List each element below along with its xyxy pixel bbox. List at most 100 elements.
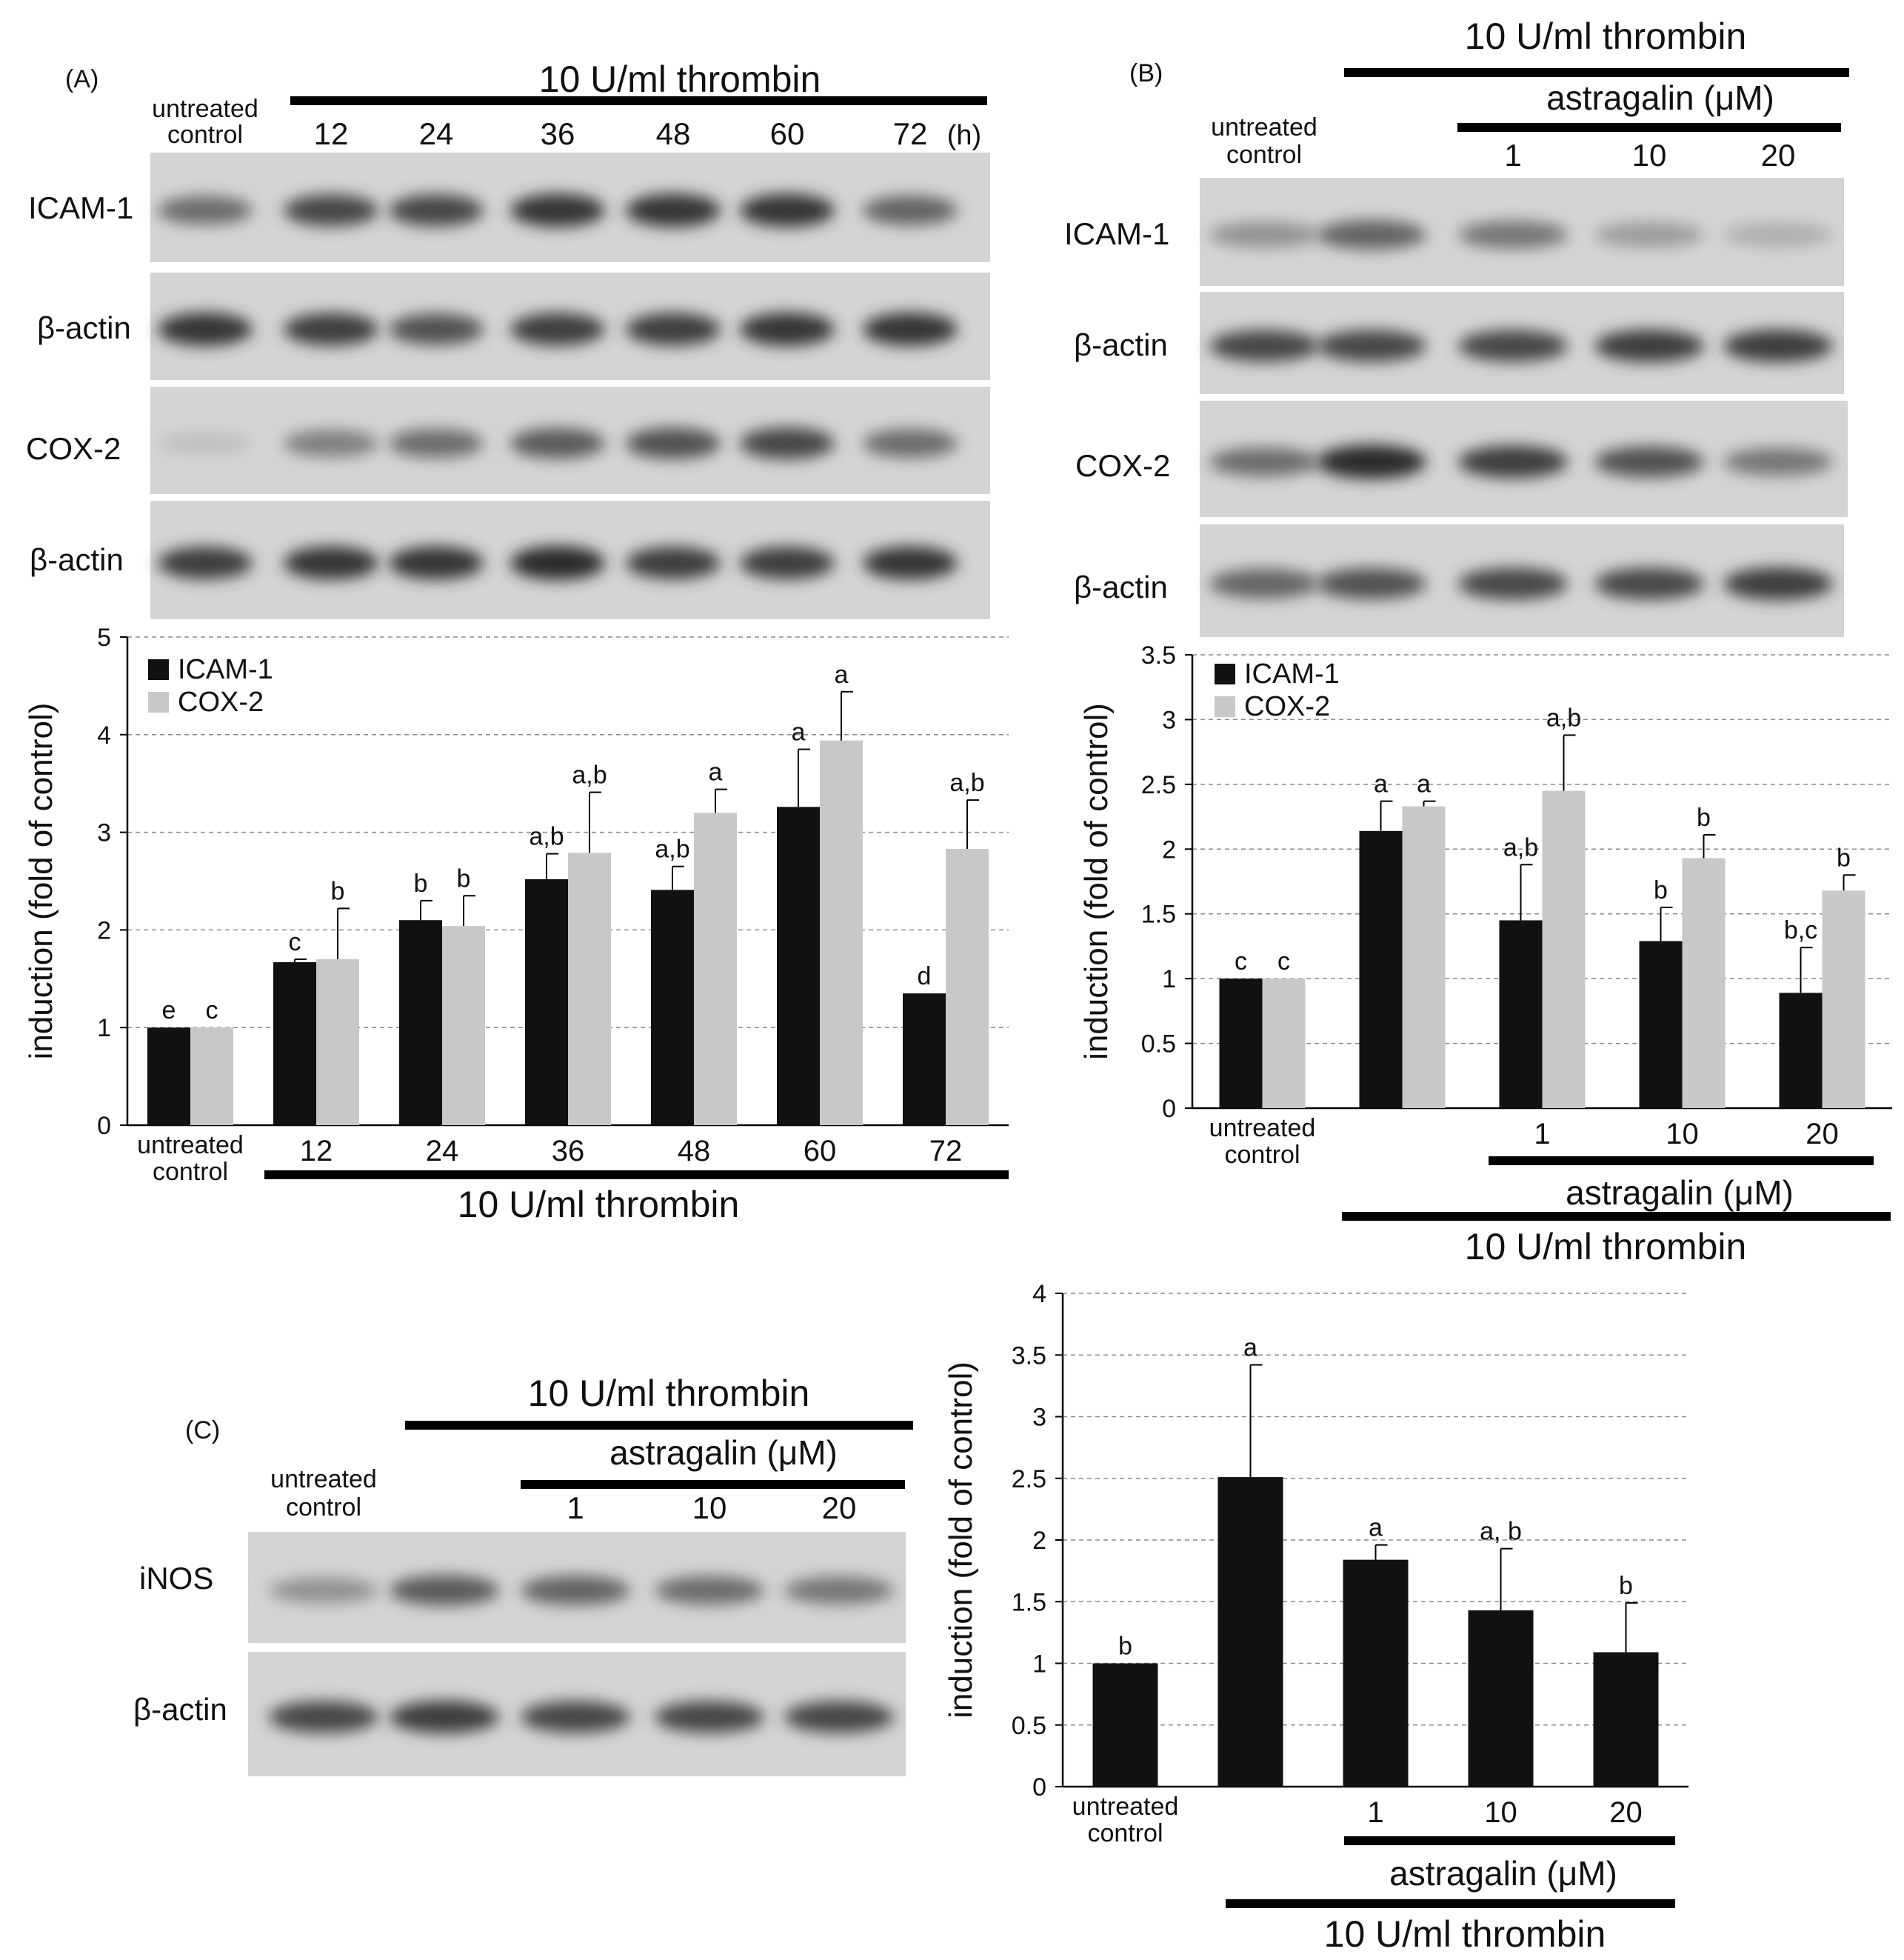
bar	[1639, 941, 1683, 1108]
blot-band	[740, 547, 835, 579]
significance-letter: b	[457, 864, 471, 893]
blot-band	[510, 193, 605, 227]
blot-band	[1209, 447, 1319, 476]
blot-band	[1209, 221, 1319, 248]
significance-letter: c	[1277, 947, 1290, 976]
panel-a-blot-icam1	[150, 153, 990, 262]
panel-a-chart-thrombin-caption: 10 U/ml thrombin	[458, 1184, 740, 1225]
bar	[1359, 830, 1403, 1108]
blot-band	[1723, 447, 1833, 476]
significance-letter: c	[289, 928, 301, 956]
blot-band	[389, 429, 484, 458]
panel-a-timepoint-labels: 12 24 36 48 60 72	[314, 116, 928, 151]
panel-c-dose-10: 10	[692, 1490, 727, 1525]
panel-b-dose-10: 10	[1632, 138, 1667, 173]
bar	[273, 961, 316, 1125]
legend-swatch	[148, 692, 169, 713]
significance-letter: a,b	[655, 836, 689, 864]
significance-letter: b,c	[1784, 916, 1817, 944]
panel-b-row-label-icam1: ICAM-1	[1064, 216, 1169, 251]
blot-band	[510, 546, 605, 580]
y-tick-label: 0	[97, 1112, 111, 1140]
blot-band	[1209, 330, 1319, 362]
panel-c-dose-1: 1	[567, 1490, 584, 1525]
panel-a-control-label-2: control	[167, 121, 243, 149]
y-tick-label: 3.5	[1141, 641, 1176, 670]
x-category-label: 1	[1534, 1118, 1550, 1150]
bar	[399, 920, 442, 1125]
bar	[777, 807, 820, 1125]
panel-c-label: (C)	[185, 1416, 220, 1444]
x-category-label: 10	[1666, 1118, 1699, 1150]
significance-letter: a	[1374, 770, 1388, 799]
y-axis-label: induction (fold of control)	[943, 1361, 979, 1719]
bar	[1262, 979, 1306, 1108]
bar	[1219, 979, 1263, 1108]
blot-band	[158, 547, 253, 579]
panel-a-time-36: 36	[541, 116, 575, 151]
panel-a-label: (A)	[65, 65, 98, 93]
blot-band	[389, 546, 484, 580]
x-category-label: control	[153, 1158, 228, 1186]
significance-letter: c	[206, 996, 218, 1024]
panel-c-control-label-2: control	[286, 1493, 361, 1521]
panel-a-time-48: 48	[656, 116, 691, 151]
panel-b-thrombin-title: 10 U/ml thrombin	[1465, 16, 1747, 57]
legend-label: COX-2	[178, 687, 264, 718]
significance-letter: a	[792, 719, 806, 747]
panel-b-blot-actin1	[1200, 292, 1844, 394]
bar	[1402, 806, 1446, 1108]
x-category-label: 10	[1484, 1796, 1517, 1829]
blot-band	[389, 313, 484, 345]
panel-a-chart-captions: 10 U/ml thrombin	[264, 1170, 1009, 1225]
panel-b-row-label-actin1: β-actin	[1074, 327, 1168, 362]
x-category-label: 36	[552, 1135, 585, 1167]
blot-band	[784, 1701, 894, 1733]
panel-c-dose-20: 20	[822, 1490, 857, 1525]
bar	[1499, 920, 1543, 1108]
panel-b-blot-icam1	[1200, 178, 1844, 286]
bar	[1468, 1610, 1534, 1787]
blot-band	[1458, 445, 1568, 479]
panel-b-drug-title: astragalin (μM)	[1546, 79, 1774, 117]
y-tick-label: 0	[1162, 1095, 1176, 1123]
panel-a-time-24: 24	[419, 116, 454, 151]
y-tick-label: 2	[1162, 836, 1176, 864]
panel-a-blots: (A) 10 U/ml thrombin untreated control 1…	[26, 59, 990, 619]
blot-band	[863, 546, 958, 580]
bar	[651, 890, 694, 1125]
panel-a-control-label-1: untreated	[152, 95, 258, 123]
panel-c-blot-inos	[248, 1532, 906, 1643]
blot-band	[740, 313, 835, 346]
y-tick-label: 1	[97, 1014, 111, 1042]
panel-b-chart: 0 0.5 1 1.5 2 2.5 3 3.5 induction (fold of contr…	[1078, 641, 1892, 1169]
blot-band	[1594, 567, 1704, 600]
y-tick-label: 1.5	[1141, 901, 1176, 929]
panel-b-blots: (B) 10 U/ml thrombin astragalin (μM) unt…	[1064, 16, 1849, 637]
blot-band	[158, 432, 253, 455]
blot-band	[521, 1576, 630, 1605]
panel-a-row-label-actin1: β-actin	[37, 310, 131, 345]
significance-letter: b	[1837, 844, 1851, 872]
significance-letter: b	[1654, 876, 1668, 904]
blot-band	[1458, 330, 1568, 362]
blot-band	[626, 313, 721, 346]
x-category-label: untreated	[137, 1131, 244, 1159]
panel-a-thrombin-title: 10 U/ml thrombin	[539, 59, 821, 100]
panel-b-label: (B)	[1129, 59, 1163, 87]
bar	[1217, 1477, 1283, 1787]
blot-band	[626, 427, 721, 459]
blot-band	[390, 1701, 499, 1733]
significance-letter: a,b	[949, 769, 984, 797]
panel-c-row-label-actin: β-actin	[133, 1692, 227, 1727]
panel-b-control-label-1: untreated	[1211, 113, 1317, 141]
blot-band	[655, 1701, 764, 1733]
x-category-label: 20	[1806, 1118, 1839, 1150]
blot-band	[1317, 444, 1426, 479]
bar	[1682, 858, 1726, 1108]
bar	[316, 959, 359, 1125]
significance-letter: b	[1619, 1572, 1633, 1600]
significance-letter: b	[1697, 804, 1711, 832]
panel-b-chart-drug-caption: astragalin (μM)	[1566, 1173, 1794, 1212]
x-category-label: untreated	[1072, 1793, 1179, 1821]
